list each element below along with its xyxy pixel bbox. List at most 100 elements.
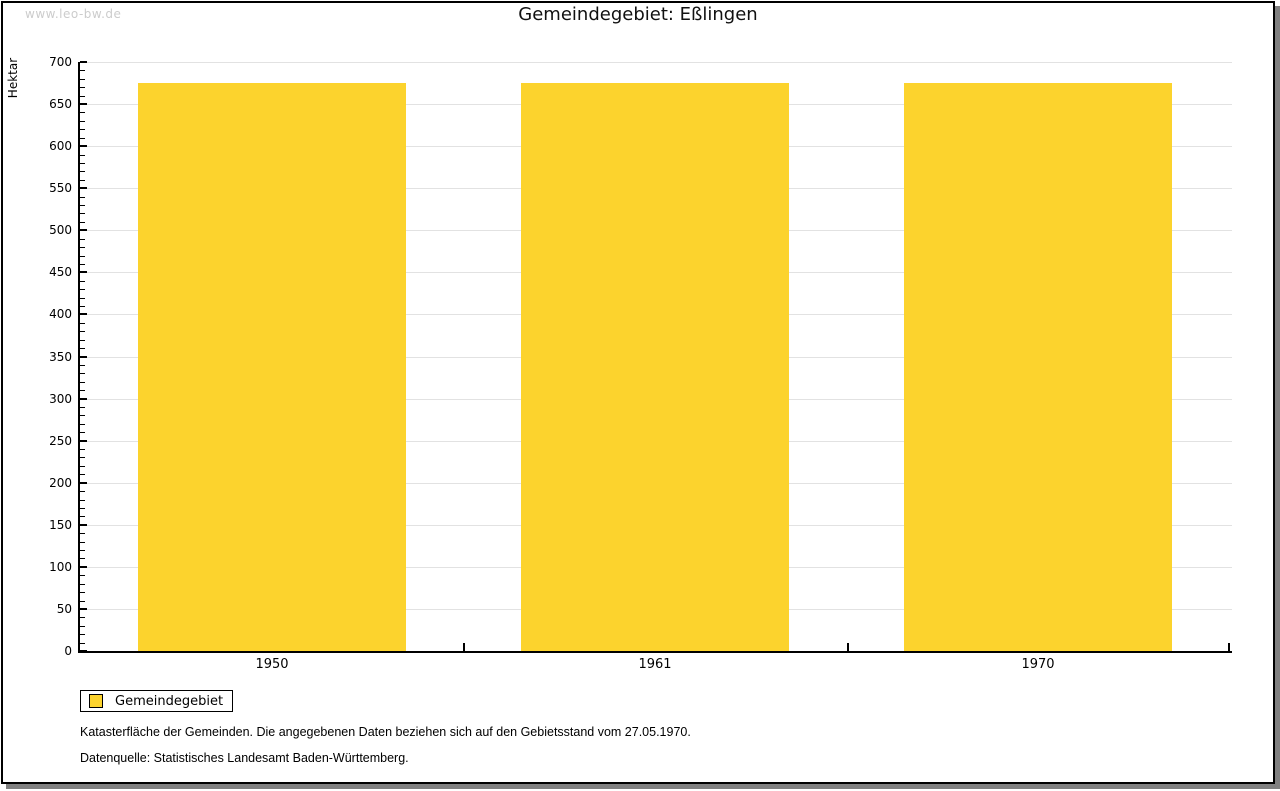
- y-tick-major: [80, 229, 87, 231]
- y-tick-minor: [80, 155, 85, 156]
- x-tick-boundary: [847, 643, 849, 651]
- y-tick-minor: [80, 171, 85, 172]
- y-tick-minor: [80, 415, 85, 416]
- y-tick-label: 450: [49, 265, 72, 279]
- y-tick-major: [80, 482, 87, 484]
- y-tick-minor: [80, 298, 85, 299]
- y-tick-minor: [80, 601, 85, 602]
- y-tick-label: 650: [49, 97, 72, 111]
- y-tick-minor: [80, 575, 85, 576]
- y-tick-minor: [80, 466, 85, 467]
- footnote-source: Datenquelle: Statistisches Landesamt Bad…: [80, 751, 409, 765]
- y-tick-label: 700: [49, 55, 72, 69]
- y-tick-minor: [80, 592, 85, 593]
- y-tick-minor: [80, 213, 85, 214]
- y-tick-major: [80, 398, 87, 400]
- y-tick-major: [80, 103, 87, 105]
- y-tick-minor: [80, 558, 85, 559]
- y-tick-major: [80, 356, 87, 358]
- y-tick-minor: [80, 306, 85, 307]
- y-tick-minor: [80, 87, 85, 88]
- y-tick-minor: [80, 289, 85, 290]
- y-tick-label: 550: [49, 181, 72, 195]
- y-tick-minor: [80, 457, 85, 458]
- y-tick-minor: [80, 197, 85, 198]
- y-tick-minor: [80, 222, 85, 223]
- y-tick-minor: [80, 129, 85, 130]
- x-tick-boundary: [463, 643, 465, 651]
- y-tick-label: 350: [49, 350, 72, 364]
- y-tick-minor: [80, 533, 85, 534]
- y-tick-minor: [80, 407, 85, 408]
- y-tick-major: [80, 608, 87, 610]
- x-tick-label: 1961: [638, 657, 672, 672]
- y-tick-minor: [80, 180, 85, 181]
- y-tick-minor: [80, 239, 85, 240]
- y-tick-minor: [80, 121, 85, 122]
- x-axis-end-tick: [1228, 643, 1230, 651]
- x-tick-label: 1950: [255, 657, 289, 672]
- y-tick-major: [80, 440, 87, 442]
- x-axis-line: [78, 651, 1232, 653]
- y-tick-minor: [80, 340, 85, 341]
- y-tick-minor: [80, 626, 85, 627]
- y-tick-minor: [80, 331, 85, 332]
- y-tick-minor: [80, 382, 85, 383]
- gridline: [80, 62, 1232, 63]
- y-tick-minor: [80, 96, 85, 97]
- y-tick-minor: [80, 365, 85, 366]
- y-tick-label: 100: [49, 560, 72, 574]
- y-tick-major: [80, 145, 87, 147]
- y-tick-label: 500: [49, 223, 72, 237]
- y-tick-major: [80, 187, 87, 189]
- y-tick-label: 50: [56, 602, 72, 616]
- y-tick-minor: [80, 70, 85, 71]
- y-tick-label: 400: [49, 307, 72, 321]
- y-tick-minor: [80, 138, 85, 139]
- y-tick-minor: [80, 163, 85, 164]
- y-tick-major: [80, 566, 87, 568]
- y-tick-minor: [80, 348, 85, 349]
- y-tick-minor: [80, 491, 85, 492]
- y-tick-label: 200: [49, 476, 72, 490]
- x-tick-label: 1970: [1021, 657, 1055, 672]
- y-tick-major: [80, 313, 87, 315]
- plot-area: 0 50 100 150 200 250 300 350 400 450 500 550 600 650 7…: [49, 55, 1232, 672]
- y-tick-label: 0: [64, 644, 72, 658]
- y-tick-minor: [80, 247, 85, 248]
- y-tick-label: 600: [49, 139, 72, 153]
- y-tick-minor: [80, 500, 85, 501]
- y-tick-minor: [80, 617, 85, 618]
- y-tick-minor: [80, 79, 85, 80]
- y-tick-minor: [80, 390, 85, 391]
- y-tick-major: [80, 650, 87, 652]
- footnote-description: Katasterfläche der Gemeinden. Die angege…: [80, 725, 691, 739]
- watermark: www.leo-bw.de: [25, 7, 122, 21]
- chart-title: Gemeindegebiet: Eßlingen: [518, 4, 758, 25]
- y-tick-minor: [80, 516, 85, 517]
- y-tick-minor: [80, 550, 85, 551]
- y-tick-minor: [80, 508, 85, 509]
- y-tick-label: 300: [49, 392, 72, 406]
- legend-swatch-icon: [89, 694, 103, 708]
- bar-1950: [138, 83, 406, 651]
- y-tick-minor: [80, 634, 85, 635]
- y-tick-minor: [80, 256, 85, 257]
- y-tick-minor: [80, 323, 85, 324]
- y-tick-label: 150: [49, 518, 72, 532]
- y-tick-minor: [80, 542, 85, 543]
- y-tick-major: [80, 271, 87, 273]
- bar-1961: [521, 83, 789, 651]
- y-tick-minor: [80, 449, 85, 450]
- y-tick-minor: [80, 373, 85, 374]
- y-tick-minor: [80, 474, 85, 475]
- y-tick-minor: [80, 584, 85, 585]
- y-tick-label: 250: [49, 434, 72, 448]
- y-axis-title: Hektar: [6, 57, 20, 99]
- y-tick-minor: [80, 424, 85, 425]
- y-tick-minor: [80, 643, 85, 644]
- y-tick-minor: [80, 112, 85, 113]
- y-tick-minor: [80, 281, 85, 282]
- bar-1970: [904, 83, 1172, 651]
